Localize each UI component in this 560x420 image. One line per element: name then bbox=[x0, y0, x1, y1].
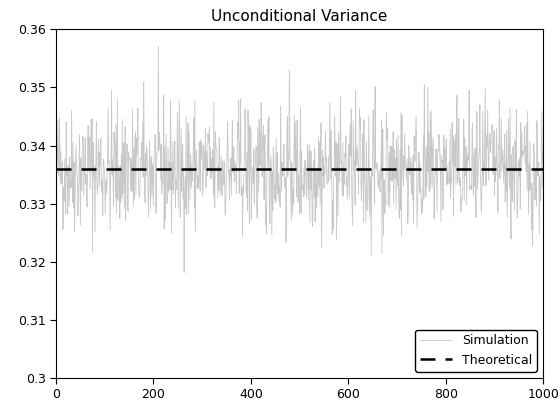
Simulation bbox=[53, 150, 60, 155]
Simulation bbox=[388, 144, 395, 149]
Theoretical bbox=[53, 166, 60, 171]
Simulation bbox=[268, 232, 275, 237]
Simulation bbox=[181, 270, 188, 275]
Theoretical bbox=[53, 166, 59, 171]
Simulation bbox=[103, 177, 110, 182]
Simulation bbox=[433, 209, 440, 214]
Simulation bbox=[155, 43, 162, 48]
Simulation bbox=[251, 200, 258, 205]
Simulation bbox=[540, 148, 547, 153]
Line: Simulation: Simulation bbox=[57, 46, 543, 273]
Simulation bbox=[442, 165, 449, 171]
Title: Unconditional Variance: Unconditional Variance bbox=[212, 9, 388, 24]
Legend: Simulation, Theoretical: Simulation, Theoretical bbox=[416, 330, 537, 372]
